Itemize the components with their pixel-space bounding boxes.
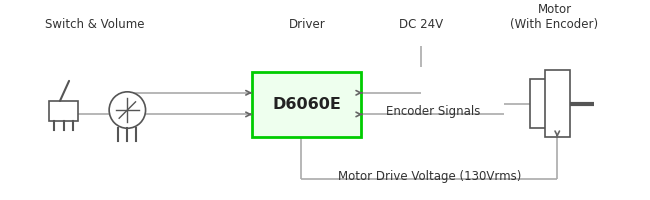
Text: Motor Drive Voltage (130Vrms): Motor Drive Voltage (130Vrms)	[337, 170, 521, 183]
Text: Switch & Volume: Switch & Volume	[45, 18, 144, 31]
Text: Encoder Signals: Encoder Signals	[385, 105, 480, 118]
Text: Motor
(With Encoder): Motor (With Encoder)	[510, 3, 599, 31]
Text: DC 24V: DC 24V	[398, 18, 443, 31]
Text: Driver: Driver	[289, 18, 325, 31]
Circle shape	[109, 92, 146, 128]
Text: D6060E: D6060E	[272, 97, 341, 112]
FancyBboxPatch shape	[252, 72, 361, 137]
Bar	[530, 79, 547, 128]
Bar	[545, 70, 570, 137]
Bar	[49, 101, 78, 121]
